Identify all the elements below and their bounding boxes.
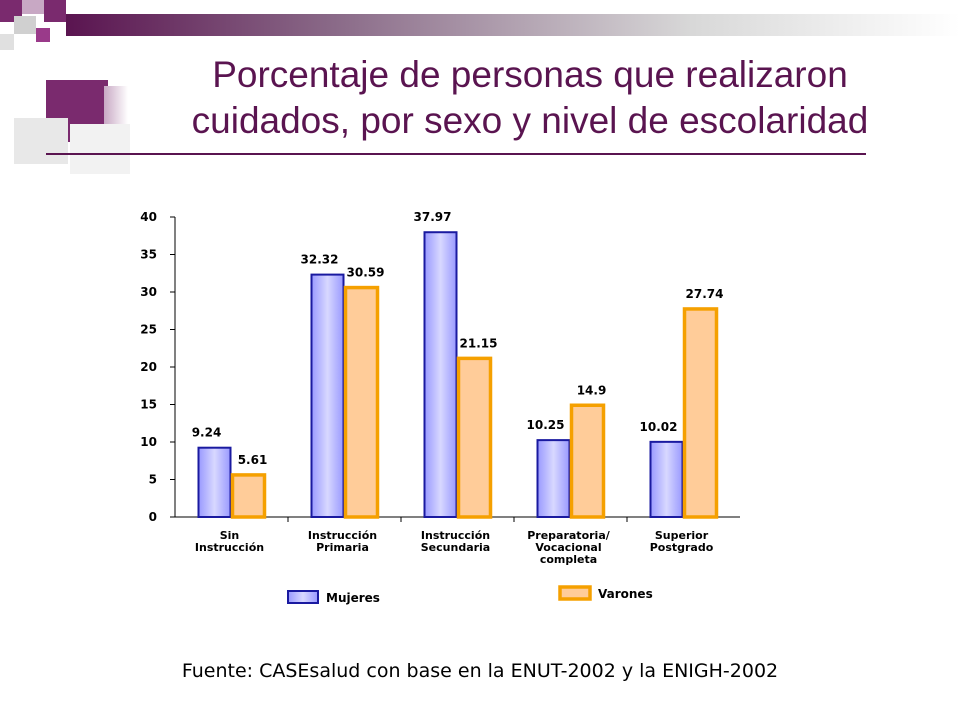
bar-mujeres (310, 273, 345, 518)
data-label-mujeres: 37.97 (414, 210, 452, 224)
bar-varones (230, 473, 267, 519)
bar-mujeres (536, 439, 571, 518)
x-category-label: Secundaria (421, 541, 490, 554)
x-category-label: Instrucción (308, 529, 377, 542)
legend-varones-swatch (558, 585, 592, 601)
data-label-varones: 21.15 (460, 336, 498, 350)
x-category-label: completa (540, 553, 597, 566)
bar-varones (682, 307, 719, 519)
slide-title-line-2: cuidados, por sexo y nivel de escolarida… (191, 100, 869, 141)
data-label-varones: 30.59 (347, 266, 385, 280)
legend-mujeres-label: Mujeres (326, 591, 380, 605)
data-label-mujeres: 9.24 (192, 426, 222, 440)
slide-title: Porcentaje de personas que realizaron cu… (100, 52, 960, 144)
decor-top-gradient-bar (66, 14, 960, 36)
bar-mujeres (423, 231, 458, 518)
title-underline (46, 153, 866, 155)
y-tick-label: 10 (140, 435, 157, 449)
bar-varones (569, 403, 606, 519)
x-category-label: Primaria (316, 541, 369, 554)
x-category-label: Preparatoria/ (527, 529, 611, 542)
x-category-label: Instrucción (421, 529, 490, 542)
decor-square-5 (36, 28, 50, 42)
y-tick-label: 0 (149, 510, 157, 524)
decor-square-3 (44, 0, 66, 22)
y-tick-label: 15 (140, 398, 157, 412)
x-category-label: Postgrado (650, 541, 714, 554)
x-category-label: Superior (655, 529, 709, 542)
data-label-varones: 27.74 (686, 287, 724, 301)
y-tick-label: 25 (140, 323, 157, 337)
decor-square-lower (70, 124, 130, 174)
x-category-label: Vocacional (535, 541, 601, 554)
data-label-mujeres: 10.25 (527, 418, 565, 432)
bar-mujeres (197, 446, 232, 519)
decor-square-2 (22, 0, 44, 14)
y-tick-label: 20 (140, 360, 157, 374)
bar-varones (456, 356, 493, 519)
source-note: Fuente: CASEsalud con base en la ENUT-20… (181, 660, 779, 682)
legend-mujeres-swatch (287, 590, 319, 604)
legend-varones-label: Varones (598, 587, 653, 601)
decor-square-4 (14, 16, 36, 34)
slide-title-line-1: Porcentaje de personas que realizaron (212, 54, 848, 95)
y-tick-label: 40 (140, 210, 157, 224)
bar-varones (343, 285, 380, 519)
y-tick-label: 35 (140, 248, 157, 262)
decor-square-gray (14, 118, 68, 164)
data-label-mujeres: 32.32 (301, 253, 339, 267)
data-label-mujeres: 10.02 (640, 420, 678, 434)
bar-chart: 05101520253035409.245.61SinInstrucción32… (140, 210, 740, 605)
y-tick-label: 30 (140, 285, 157, 299)
x-category-label: Sin (220, 529, 240, 542)
bar-mujeres (649, 440, 684, 519)
x-category-label: Instrucción (195, 541, 264, 554)
data-label-varones: 14.9 (577, 383, 607, 397)
y-tick-label: 5 (149, 473, 157, 487)
decor-square-6 (0, 34, 14, 50)
data-label-varones: 5.61 (238, 453, 268, 467)
